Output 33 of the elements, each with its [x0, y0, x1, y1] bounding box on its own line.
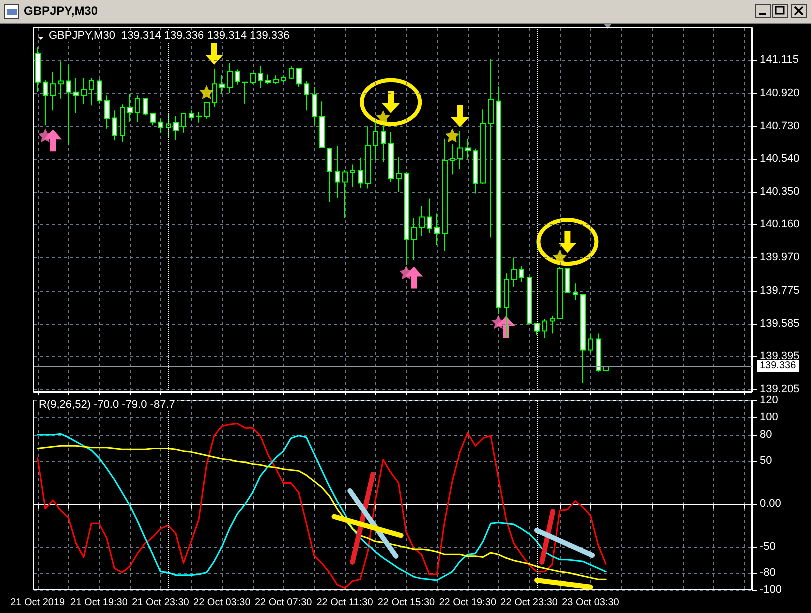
x-tick-label: 21 Oct 23:30	[132, 598, 190, 608]
x-tick-label: 21 Oct 2019	[10, 598, 66, 608]
x-tick-label: 22 Oct 07:30	[254, 598, 313, 608]
x-tick-label: 22 Oct 11:30	[316, 598, 374, 608]
y-tick-label: 140.350	[760, 186, 800, 198]
x-tick-label: 22 Oct 19:30	[439, 598, 497, 608]
y-tick-label: 139.970	[760, 251, 800, 264]
annotation: GBPJPY,M30 139.314 139.336 139.314 139.336	[47, 30, 292, 42]
y-tick-label: 140.730	[760, 120, 800, 132]
y-tick-label: 100	[760, 412, 778, 424]
y-tick-label: 50	[760, 454, 772, 467]
y-tick-label: 139.205	[760, 383, 800, 396]
y-tick-label: 139.775	[760, 285, 800, 298]
y-tick-label: 140.920	[760, 88, 800, 100]
y-tick-label: 80	[760, 428, 772, 441]
y-tick-label: 139.585	[760, 318, 800, 330]
y-tick-label: -80	[760, 566, 776, 579]
ref-line-label: 139.336	[760, 360, 797, 372]
chart-title: R(9,26,52) -70.0 -79.0 -87.7	[37, 399, 178, 411]
x-tick-label: 23 Oct 03:30	[562, 598, 620, 608]
y-tick-label: 139.395	[760, 350, 800, 363]
x-tick-label: 21 Oct 19:30	[70, 598, 128, 608]
y-tick-label: -100	[760, 584, 782, 596]
y-tick-label: 0.00	[760, 498, 782, 510]
x-tick-label: 22 Oct 23:30	[500, 598, 558, 608]
y-tick-label: 141.115	[760, 54, 799, 66]
y-tick-label: -50	[760, 540, 776, 553]
x-tick-label: 22 Oct 15:30	[378, 598, 436, 608]
y-tick-label: 140.160	[760, 218, 800, 231]
y-tick-label: 120	[760, 394, 778, 406]
y-tick-label: 140.540	[760, 153, 800, 166]
chart-title: GBPJPY,M30	[24, 4, 98, 18]
x-tick-label: 22 Oct 03:30	[194, 598, 252, 608]
